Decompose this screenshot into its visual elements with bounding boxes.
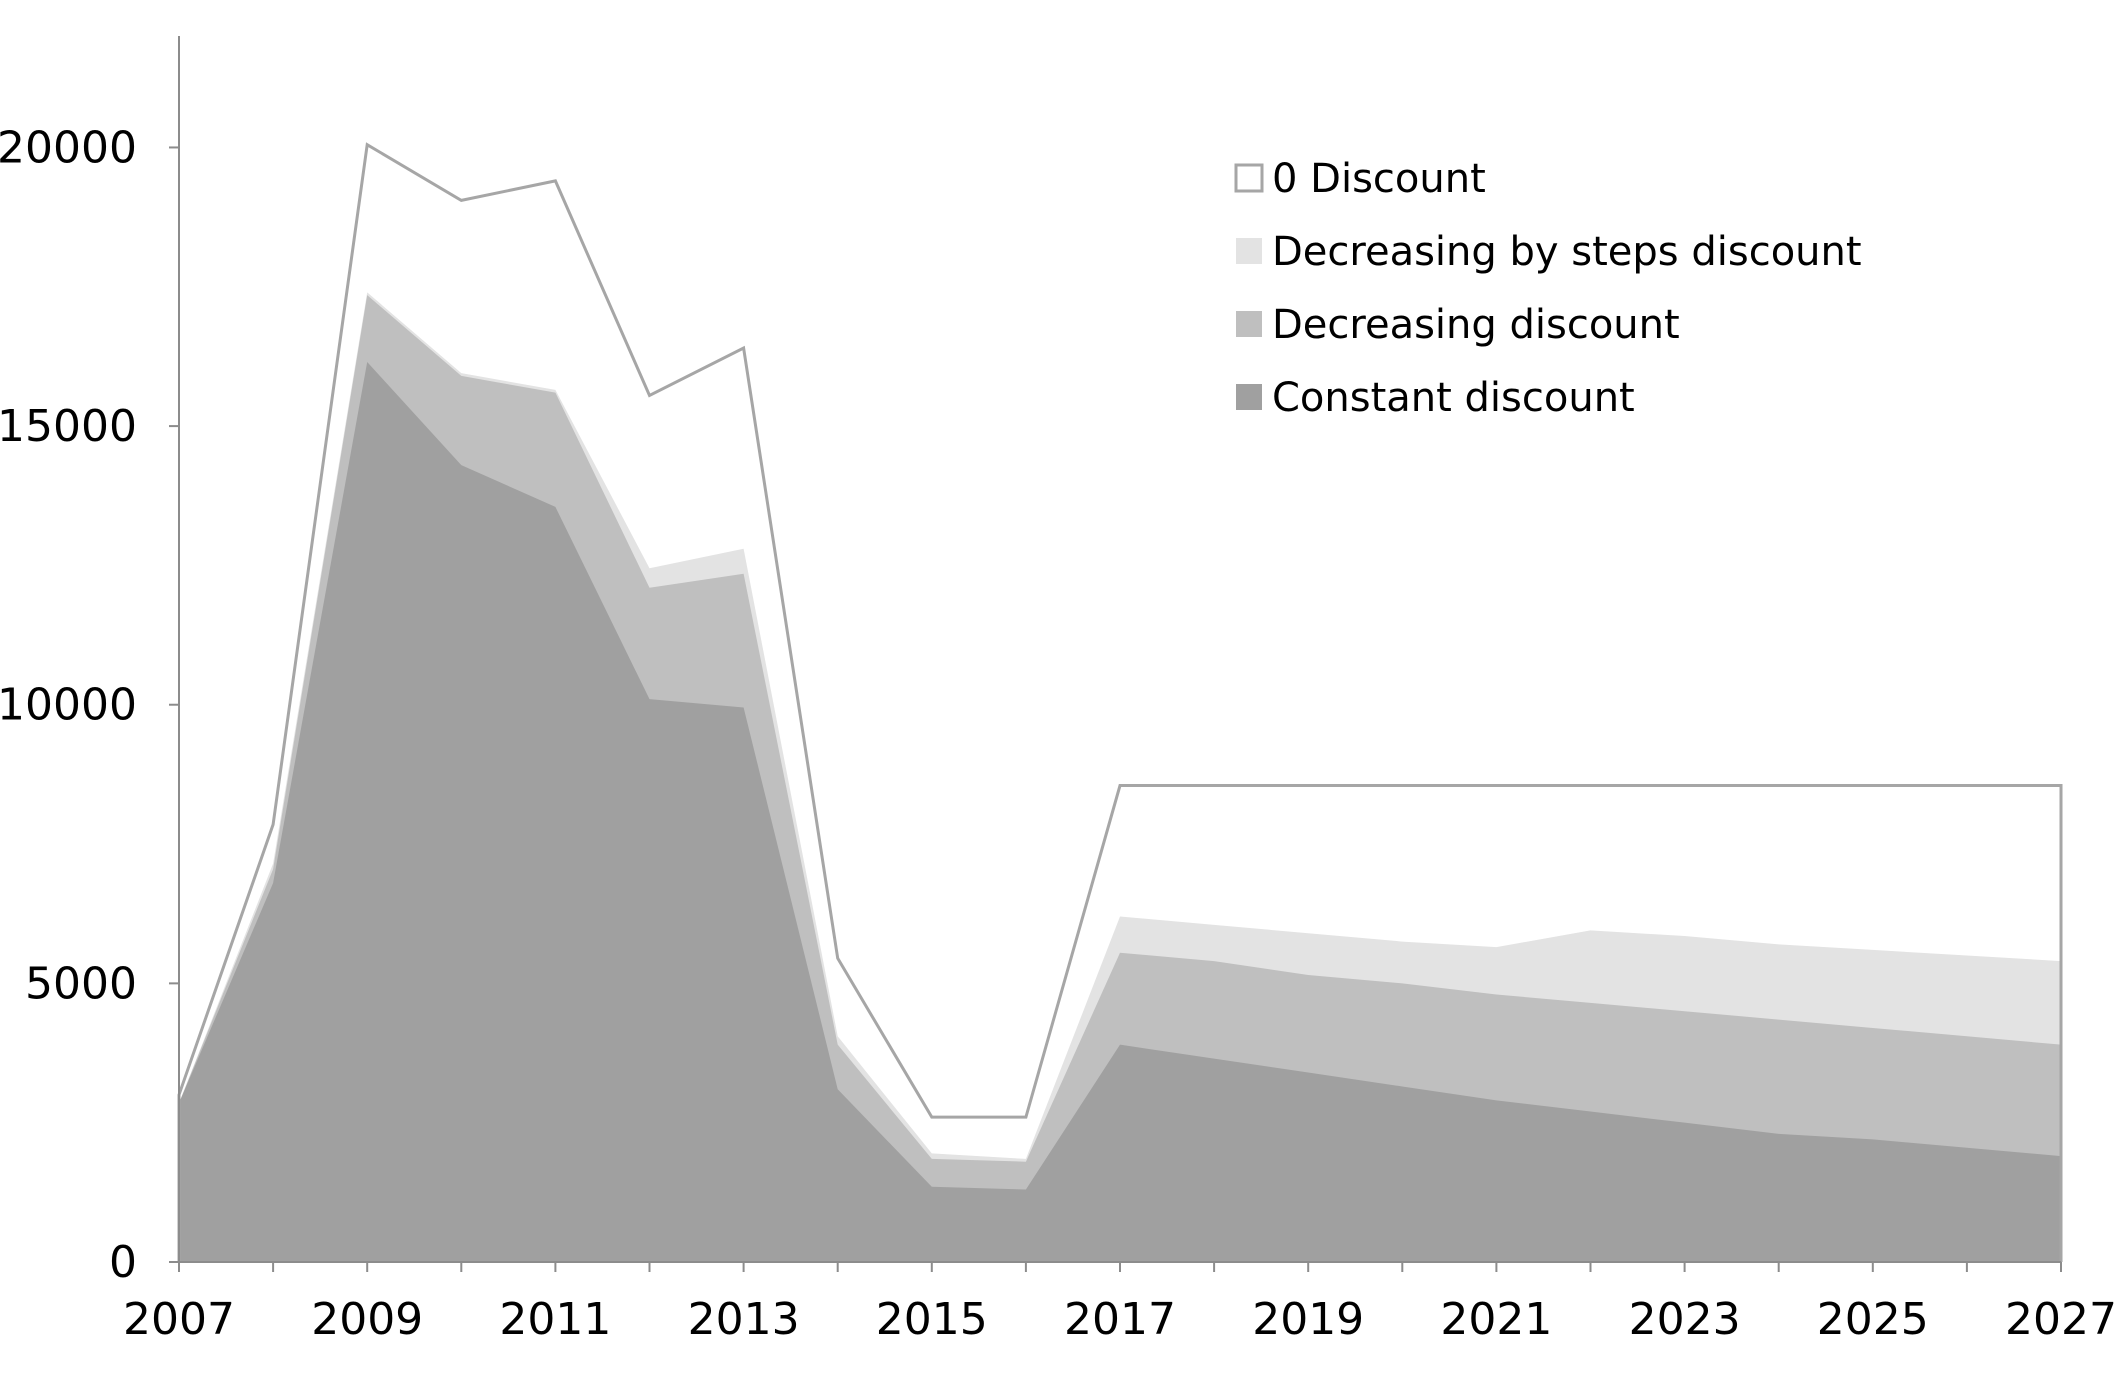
legend-label: Constant discount [1272,375,1635,421]
area-series-layer [177,142,2063,1263]
x-tick-label: 2013 [688,1294,800,1345]
area-constant-discount [179,362,2061,1263]
y-tick-label: 0 [109,1237,137,1288]
legend-swatch [1236,311,1262,337]
y-tick-label: 5000 [25,958,137,1009]
legend-label: Decreasing discount [1272,302,1680,348]
x-tick-label: 2009 [311,1294,423,1345]
tick-labels: 0 5000 10000 15000 20000 2007 2009 2011 2013 2015… [0,122,2117,1345]
y-tick-label: 20000 [0,122,137,173]
x-tick-label: 2023 [1629,1294,1741,1345]
y-tick-label: 10000 [0,680,137,731]
axes [169,36,2062,1272]
x-tick-label: 2027 [2005,1294,2117,1345]
x-tick-label: 2019 [1252,1294,1364,1345]
x-tick-label: 2025 [1817,1294,1929,1345]
legend-swatch [1234,163,1264,193]
legend-item-decreasing-by-steps-discount: Decreasing by steps discount [1236,229,1862,275]
legend-item-decreasing-discount: Decreasing discount [1236,302,1680,348]
legend-swatch [1236,238,1262,264]
x-tick-label: 2017 [1064,1294,1176,1345]
x-tick-label: 2021 [1440,1294,1552,1345]
legend-item-constant-discount: Constant discount [1236,375,1635,421]
y-tick-label: 15000 [0,401,137,452]
outline-0-discount [177,142,2063,1262]
legend: 0 Discount Decreasing by steps discount De… [1234,156,1862,421]
x-tick-label: 2011 [499,1294,611,1345]
legend-item-0-discount: 0 Discount [1234,156,1486,202]
x-tick-label: 2007 [123,1294,235,1345]
x-tick-label: 2015 [876,1294,988,1345]
legend-label: 0 Discount [1272,156,1486,202]
legend-swatch [1236,384,1262,410]
legend-label: Decreasing by steps discount [1272,229,1862,275]
